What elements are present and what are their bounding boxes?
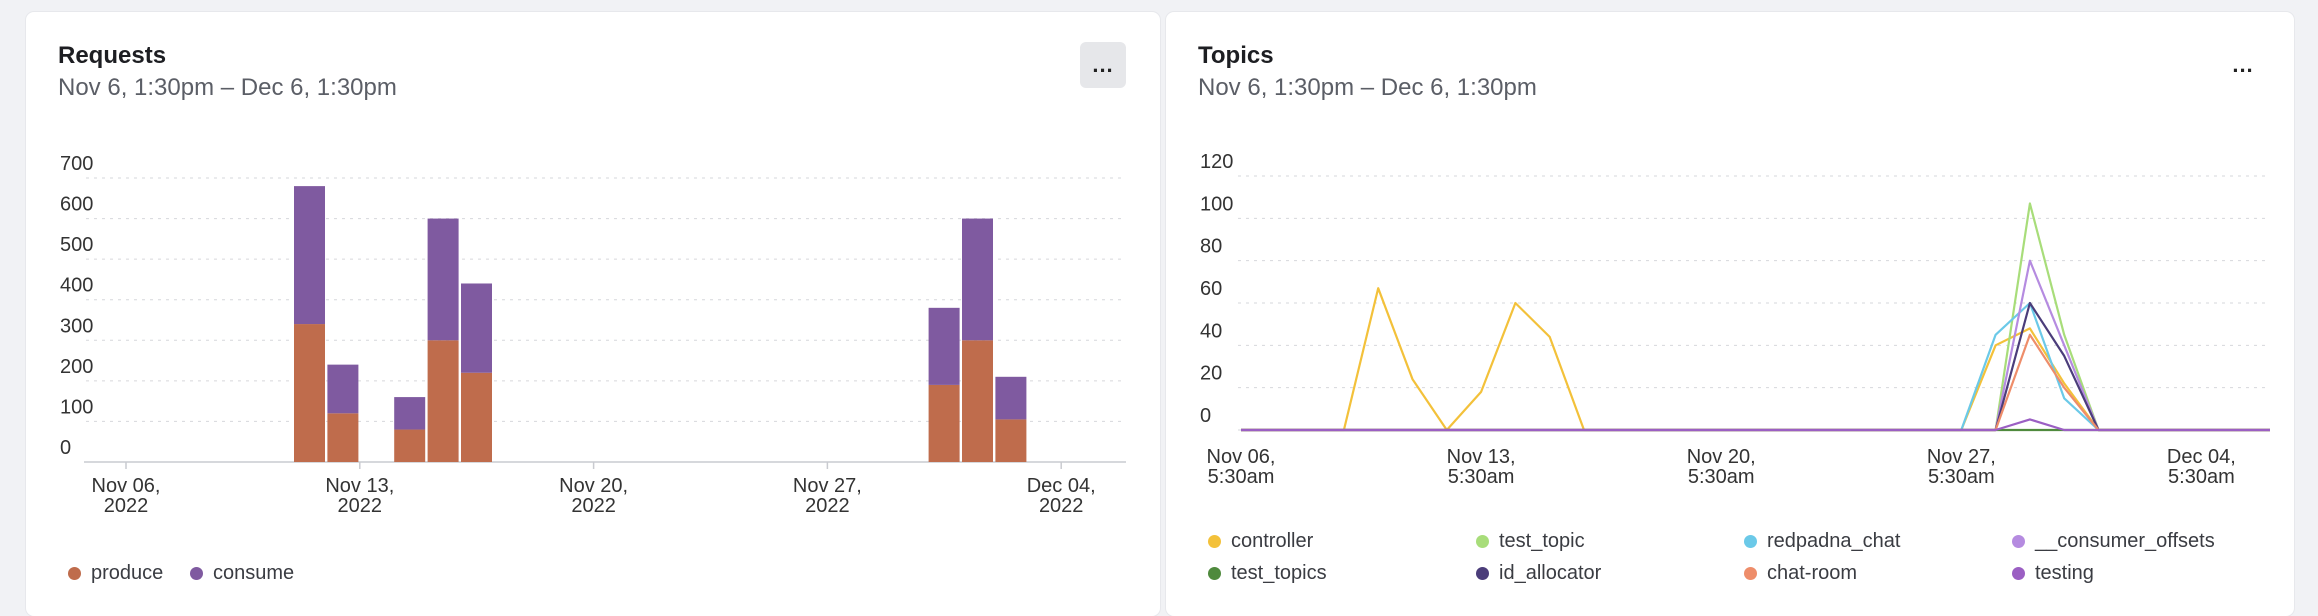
x-tick-label: Dec 04, <box>1027 475 1096 497</box>
x-tick-label: Nov 13, <box>1447 446 1516 468</box>
legend-swatch <box>2012 567 2025 580</box>
x-tick-label: 5:30am <box>1208 466 1275 488</box>
y-tick-label: 200 <box>60 356 93 378</box>
requests-panel: Requests Nov 6, 1:30pm – Dec 6, 1:30pm .… <box>26 12 1160 616</box>
legend-swatch <box>1744 567 1757 580</box>
legend-item-test_topic[interactable]: test_topic <box>1476 530 1585 553</box>
legend-label: controller <box>1231 530 1314 552</box>
bar-consume <box>294 186 325 325</box>
legend-label: consume <box>213 562 295 584</box>
bar-consume <box>995 376 1027 420</box>
more-options-button[interactable]: ... <box>1080 42 1126 88</box>
x-tick-label: 2022 <box>104 495 149 517</box>
x-tick-label: 5:30am <box>2168 466 2235 488</box>
legend-item-testing[interactable]: testing <box>2012 562 2094 585</box>
legend-swatch <box>1476 567 1489 580</box>
x-tick-label: 5:30am <box>1448 466 1515 488</box>
x-tick-label: Dec 04, <box>2167 446 2236 468</box>
legend-item-chat-room[interactable]: chat-room <box>1744 562 1857 585</box>
topics-panel: Topics Nov 6, 1:30pm – Dec 6, 1:30pm ...… <box>1166 12 2294 616</box>
y-tick-label: 100 <box>1200 193 1233 215</box>
y-tick-label: 0 <box>1200 405 1211 427</box>
panel-title: Requests <box>58 42 167 69</box>
y-tick-label: 300 <box>60 315 93 337</box>
more-options-button[interactable]: ... <box>2232 52 2254 77</box>
bar-produce <box>928 384 960 462</box>
y-tick-label: 700 <box>60 153 93 175</box>
bar-consume <box>461 283 492 373</box>
panel-title: Topics <box>1198 42 1274 69</box>
bar-produce <box>461 372 492 462</box>
legend-label: testing <box>2035 562 2094 584</box>
series-line-id_allocator <box>1241 301 2270 432</box>
legend-label: test_topics <box>1231 562 1327 584</box>
series-line-controller <box>1241 287 2270 432</box>
bar-produce <box>294 324 325 462</box>
legend-item-test_topics[interactable]: test_topics <box>1208 562 1327 585</box>
series-line-__consumer_offsets <box>1241 259 2270 432</box>
legend-swatch <box>190 567 203 580</box>
x-tick-label: 5:30am <box>1928 466 1995 488</box>
legend-label: chat-room <box>1767 562 1858 584</box>
bar-consume <box>394 397 426 430</box>
y-tick-label: 20 <box>1200 363 1222 385</box>
series-line-chat-room <box>1241 333 2270 432</box>
bar-produce <box>427 340 459 462</box>
x-tick-label: 5:30am <box>1688 466 1755 488</box>
y-tick-label: 400 <box>60 275 93 297</box>
series-line-test_topic <box>1241 202 2270 432</box>
panel-subtitle: Nov 6, 1:30pm – Dec 6, 1:30pm <box>1198 74 1537 101</box>
bar-produce <box>394 429 426 462</box>
legend-label: __consumer_offsets <box>2035 530 2215 552</box>
y-tick-label: 600 <box>60 194 93 216</box>
y-tick-label: 0 <box>60 437 71 459</box>
x-tick-label: 2022 <box>805 495 850 517</box>
legend-swatch <box>1476 535 1489 548</box>
bar-produce <box>962 340 993 462</box>
legend-label: redpadna_chat <box>1767 530 1901 552</box>
legend-swatch <box>1208 535 1221 548</box>
bar-consume <box>928 307 960 385</box>
x-tick-label: Nov 13, <box>325 475 394 497</box>
bar-produce <box>327 413 359 462</box>
legend-swatch <box>1744 535 1757 548</box>
x-tick-label: Nov 27, <box>1927 446 1996 468</box>
y-tick-label: 60 <box>1200 278 1222 300</box>
legend-item-controller[interactable]: controller <box>1208 530 1313 553</box>
series-line-testing <box>1241 418 2270 432</box>
legend-item-produce[interactable]: produce <box>68 562 163 585</box>
legend-item-id_allocator[interactable]: id_allocator <box>1476 562 1601 585</box>
legend-item-__consumer_offsets[interactable]: __consumer_offsets <box>2012 530 2215 553</box>
x-tick-label: Nov 06, <box>1207 446 1276 468</box>
x-tick-label: Nov 27, <box>793 475 862 497</box>
bar-consume <box>427 218 459 341</box>
x-tick-label: 2022 <box>1039 495 1084 517</box>
x-tick-label: 2022 <box>571 495 616 517</box>
panel-subtitle: Nov 6, 1:30pm – Dec 6, 1:30pm <box>58 74 397 101</box>
y-tick-label: 80 <box>1200 236 1222 258</box>
y-tick-label: 500 <box>60 234 93 256</box>
bar-consume <box>327 364 359 414</box>
x-tick-label: Nov 20, <box>1687 446 1756 468</box>
y-tick-label: 120 <box>1200 151 1233 173</box>
y-tick-label: 40 <box>1200 320 1222 342</box>
legend-label: id_allocator <box>1499 562 1602 584</box>
series-line-redpadna_chat <box>1241 301 2270 432</box>
legend-swatch <box>1208 567 1221 580</box>
bar-consume <box>962 218 993 341</box>
legend-swatch <box>2012 535 2025 548</box>
x-tick-label: Nov 20, <box>559 475 628 497</box>
legend-item-consume[interactable]: consume <box>190 562 294 585</box>
x-tick-label: 2022 <box>338 495 383 517</box>
y-tick-label: 100 <box>60 396 93 418</box>
legend-item-redpadna_chat[interactable]: redpadna_chat <box>1744 530 1900 553</box>
x-tick-label: Nov 06, <box>92 475 161 497</box>
bar-produce <box>995 419 1027 462</box>
legend-swatch <box>68 567 81 580</box>
legend-label: produce <box>91 562 164 584</box>
legend-label: test_topic <box>1499 530 1585 552</box>
